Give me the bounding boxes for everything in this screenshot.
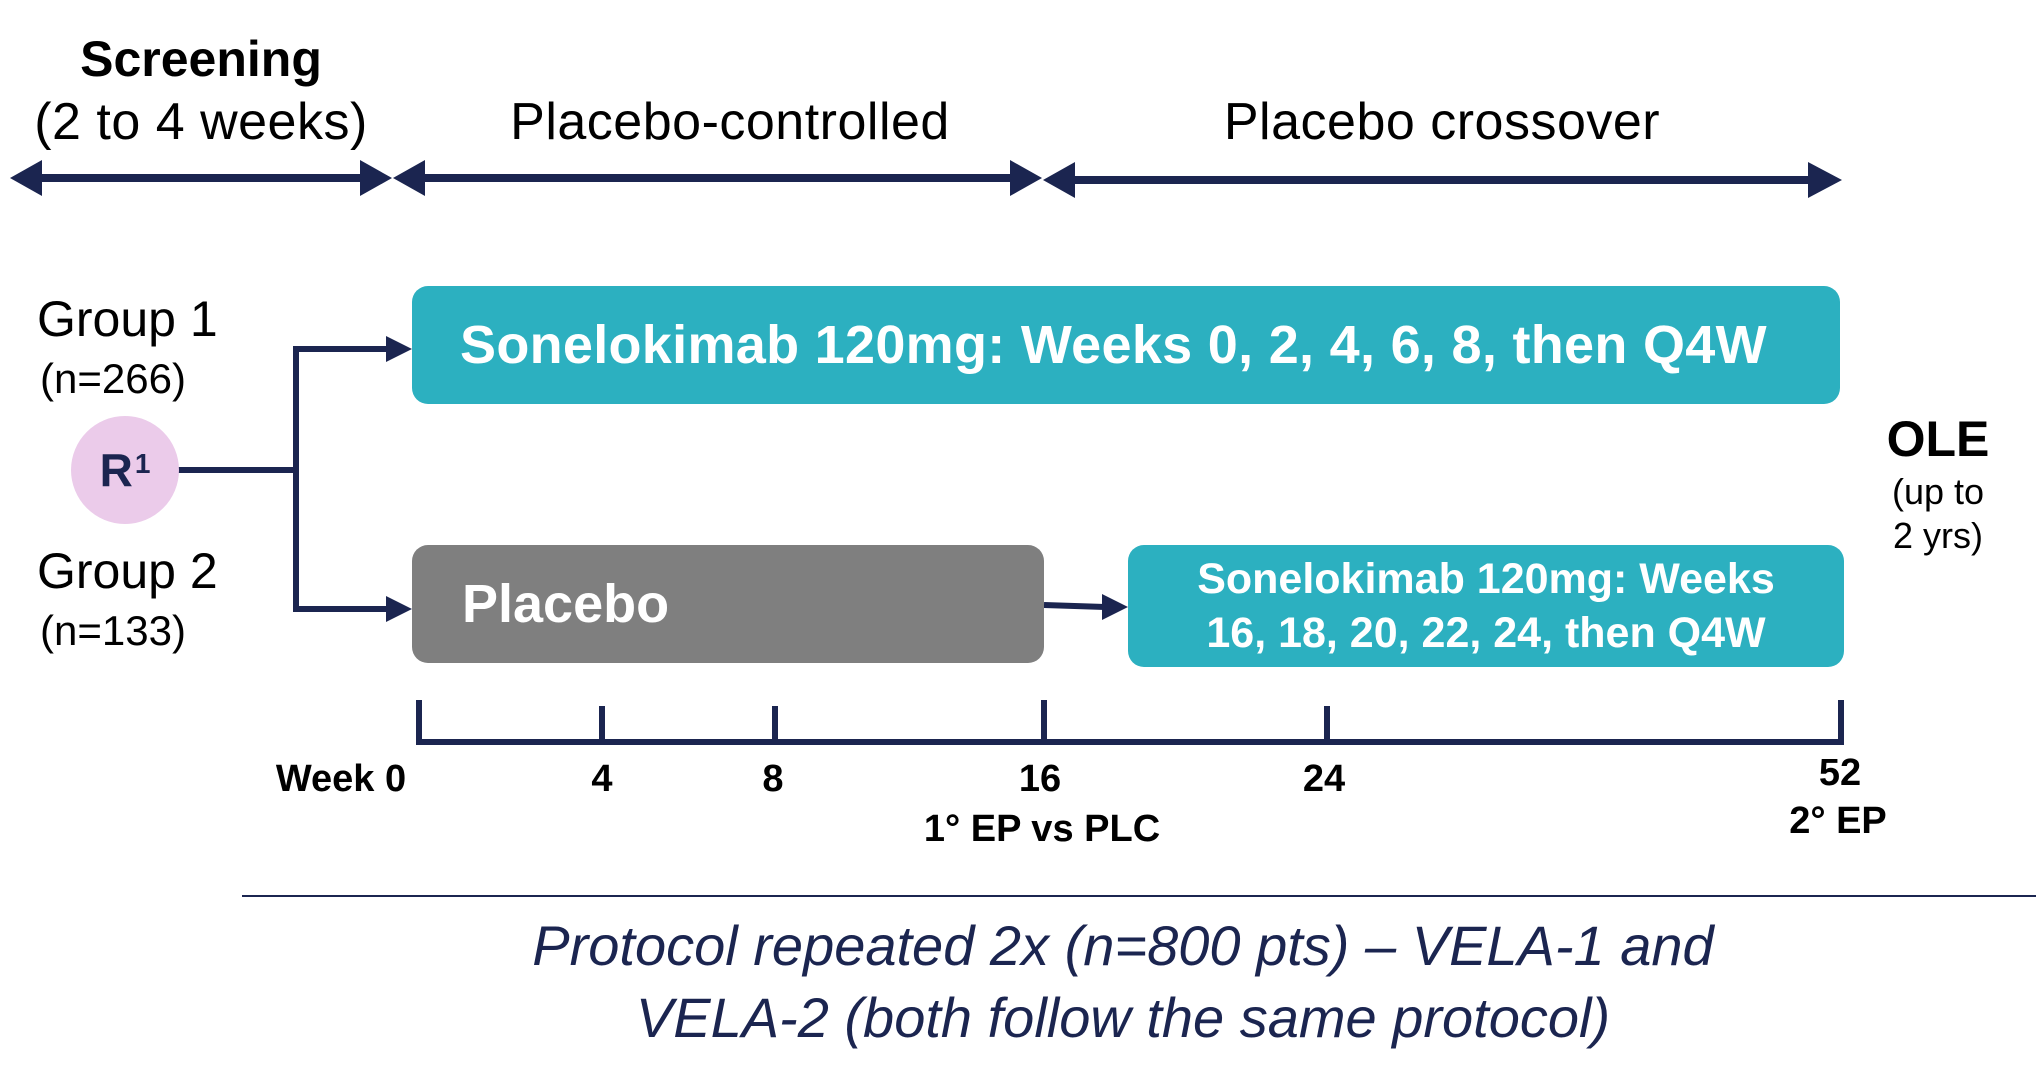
group2-treatment-line2: 16, 18, 20, 22, 24, then Q4W xyxy=(1206,609,1766,657)
randomization-superscript: 1 xyxy=(134,448,151,479)
tick-label-8: 8 xyxy=(762,758,784,800)
ole-sub-line1: (up to xyxy=(1891,471,1985,512)
group1-name: Group 1 xyxy=(37,291,218,347)
tick-label-52: 52 xyxy=(1818,752,1862,794)
group1-treatment-bar: Sonelokimab 120mg: Weeks 0, 2, 4, 6, 8, … xyxy=(412,286,1840,404)
tick-label-week-0: Week 0 xyxy=(275,758,407,800)
group1-n: (n=266) xyxy=(40,355,186,402)
arrow-to-group2 xyxy=(386,596,412,622)
tick-label-16: 16 xyxy=(1018,758,1062,800)
placebo-crossover-label: Placebo crossover xyxy=(1223,93,1661,151)
footer-line2: VELA-2 (both follow the same protocol) xyxy=(635,986,1611,1049)
randomization-branch xyxy=(178,346,390,612)
group2-placebo-label: Placebo xyxy=(462,574,670,634)
ole-title: OLE xyxy=(1886,411,1990,467)
ole-sub-line2: 2 yrs) xyxy=(1893,515,1983,556)
primary-endpoint-label: 1° EP vs PLC xyxy=(923,808,1161,850)
timeline-axis xyxy=(416,700,1844,745)
crossover-arrowhead xyxy=(1102,594,1128,620)
group2-treatment-line1: Sonelokimab 120mg: Weeks xyxy=(1197,555,1775,603)
placebo-crossover-arrow xyxy=(1043,162,1842,198)
tick-label-24: 24 xyxy=(1302,758,1346,800)
screening-duration: (2 to 4 weeks) xyxy=(34,93,368,151)
group2-name: Group 2 xyxy=(37,543,218,599)
footer-note: Protocol repeated 2x (n=800 pts) – VELA-… xyxy=(323,910,1923,1054)
randomization-label: R xyxy=(99,444,133,496)
tick-label-4: 4 xyxy=(591,758,613,800)
group2-placebo-bar: Placebo xyxy=(412,545,1044,663)
placebo-controlled-label: Placebo-controlled xyxy=(510,93,950,151)
crossover-connector xyxy=(1043,602,1106,610)
group2-n: (n=133) xyxy=(40,607,186,654)
arrow-to-group1 xyxy=(386,336,412,362)
group1-treatment-label: Sonelokimab 120mg: Weeks 0, 2, 4, 6, 8, … xyxy=(460,315,1767,375)
secondary-endpoint-label: 2° EP xyxy=(1789,800,1887,842)
screening-title: Screening xyxy=(80,31,322,87)
placebo-controlled-arrow xyxy=(393,160,1042,196)
group2-treatment-bar: Sonelokimab 120mg: Weeks 16, 18, 20, 22,… xyxy=(1128,545,1844,667)
footer-line1: Protocol repeated 2x (n=800 pts) – VELA-… xyxy=(532,914,1714,977)
screening-arrow xyxy=(10,160,392,196)
